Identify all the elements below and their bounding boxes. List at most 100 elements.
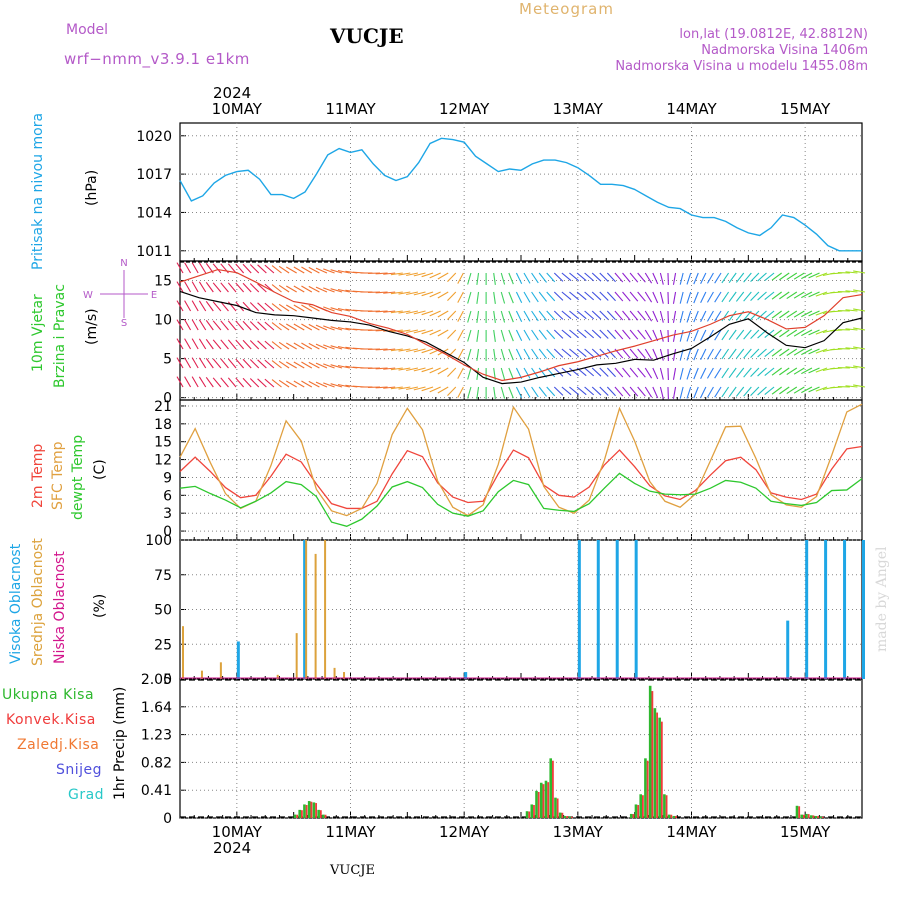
wind-arrow — [771, 386, 782, 395]
wind-arrow — [315, 324, 328, 331]
wind-arrow — [413, 329, 426, 334]
wind-arrow — [793, 329, 805, 337]
bottom-day-label: 11MAY — [325, 823, 376, 841]
wind-arrow — [271, 303, 282, 312]
wind-arrow — [421, 291, 434, 297]
wind-arrow — [242, 377, 252, 388]
wind-arrow — [515, 310, 523, 323]
top-day-label: 13MAY — [553, 100, 604, 118]
total-precip-bar — [819, 816, 822, 818]
wind-arrow — [500, 329, 506, 342]
wind-arrow — [569, 367, 580, 377]
wind-arrow — [786, 386, 798, 394]
wind-arrow — [599, 291, 609, 301]
total-precip-bar — [544, 780, 548, 818]
wind-arrow — [390, 348, 403, 352]
wind-arrow — [815, 291, 828, 297]
high-cloud-bar — [634, 540, 638, 679]
wind-arrow — [413, 310, 426, 315]
wind-arrow — [584, 367, 595, 377]
wind-arrow — [323, 268, 335, 274]
pressure-line — [179, 137, 862, 252]
wind-arrow — [622, 348, 631, 359]
conv-precip-bar — [324, 814, 327, 818]
wind-arrow — [398, 310, 411, 314]
wind-arrow — [815, 348, 828, 354]
mid-cloud-bar — [324, 540, 327, 679]
total-precip-bar — [648, 685, 652, 818]
wind-arrow — [308, 342, 320, 350]
wind-arrow — [285, 342, 297, 350]
wind-arrow — [220, 358, 229, 369]
wind-arrow — [721, 329, 730, 341]
wind-arrow — [693, 272, 699, 285]
conv-precip-bar — [542, 784, 545, 818]
wind-arrow — [801, 367, 813, 375]
wind-arrow — [398, 367, 411, 371]
conv-precip-bar — [646, 760, 649, 818]
wind-arrow — [212, 377, 222, 388]
temp-tick-label: 3 — [163, 506, 172, 522]
wind-gust-line — [179, 268, 863, 382]
wind-arrow — [476, 272, 480, 285]
high-cloud-bar — [577, 540, 581, 679]
conv-precip-bar — [296, 814, 299, 818]
precip-tick-label: 0.82 — [141, 755, 172, 771]
mid-cloud-bar — [333, 667, 336, 679]
high-cloud-bar — [862, 540, 865, 679]
wind-arrow — [398, 348, 411, 352]
wind-arrow — [721, 386, 730, 398]
wind-arrow — [176, 300, 184, 312]
wind-arrow — [390, 310, 403, 314]
wind-arrow — [853, 308, 866, 312]
wind-arrow — [447, 272, 457, 283]
wind-arrow — [672, 310, 677, 323]
wind-arrow — [591, 386, 602, 396]
model-name: wrf−nmm_v3.9.1 e1km — [64, 50, 250, 69]
conv-precip-bar — [305, 804, 308, 818]
wind-arrow — [808, 386, 820, 393]
wind-arrow — [637, 272, 646, 283]
wind-arrow — [728, 367, 737, 379]
wind-arrow — [235, 320, 245, 331]
wind-arrow — [271, 322, 282, 331]
conv-precip-bar — [665, 795, 668, 818]
precip-legend-grad: Grad — [68, 787, 104, 803]
wind-arrow — [693, 367, 699, 380]
wind-arrow — [686, 310, 692, 323]
wind-arrow — [437, 291, 449, 299]
wind-arrow — [808, 329, 820, 336]
wind-arrow — [815, 367, 828, 373]
wind-arrow — [515, 386, 523, 399]
temp-tick-label: 6 — [163, 488, 172, 504]
wind-arrow — [457, 291, 464, 303]
total-precip-bar — [525, 811, 529, 818]
wind-arrow — [531, 310, 539, 322]
pressure-tick-label: 1020 — [136, 129, 172, 145]
compass-w: W — [83, 290, 93, 301]
total-precip-bar — [293, 814, 297, 818]
wind-arrow — [561, 329, 572, 339]
wind-arrow — [561, 272, 572, 282]
temp-tick-label: 0 — [163, 524, 172, 540]
wind-arrow — [191, 338, 199, 350]
total-precip-bar — [653, 708, 657, 818]
wind-arrow — [584, 291, 595, 301]
wind-arrow — [406, 291, 419, 296]
cloud-tick-label: 100 — [145, 533, 172, 549]
compass-e: E — [151, 290, 157, 301]
wind-arrow — [576, 386, 587, 396]
wind-arrow — [285, 380, 297, 388]
wind-arrow — [700, 272, 707, 285]
wind-arrow — [637, 291, 646, 302]
high-cloud-bar — [824, 540, 828, 679]
top-day-label: 12MAY — [439, 100, 490, 118]
wind-arrow — [686, 386, 692, 399]
wind-arrow — [493, 329, 496, 342]
wind-arrow — [315, 267, 328, 274]
wind-arrow — [576, 329, 587, 339]
bottom-day-label: 12MAY — [439, 823, 490, 841]
wind-arrow — [771, 329, 782, 338]
temp-label-3: dewpt Temp — [70, 435, 86, 520]
wind-arrow — [700, 310, 707, 323]
